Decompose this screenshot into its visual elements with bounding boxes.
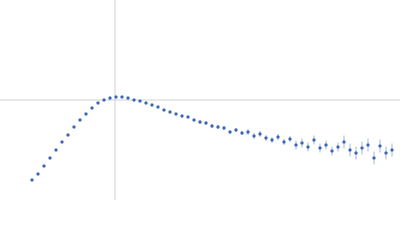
data-point: [90, 106, 94, 110]
data-point: [126, 96, 130, 100]
data-point: [42, 164, 46, 168]
data-point: [114, 95, 118, 99]
data-point: [162, 108, 166, 112]
data-point: [360, 146, 364, 150]
data-point: [306, 145, 310, 149]
data-point: [48, 156, 52, 160]
data-point: [264, 136, 268, 140]
data-point: [270, 138, 274, 142]
page: {"chart_data": {"type": "scatter", "xlim…: [0, 0, 400, 200]
data-point: [318, 146, 322, 150]
data-point: [144, 101, 148, 105]
data-point: [246, 130, 250, 134]
data-point: [294, 143, 298, 147]
data-point: [378, 144, 382, 148]
data-point: [222, 126, 226, 130]
data-point: [66, 133, 70, 137]
data-point: [186, 115, 190, 119]
data-point: [168, 110, 172, 114]
data-point: [300, 141, 304, 145]
chart: [0, 0, 400, 200]
data-point: [330, 149, 334, 153]
data-point: [198, 120, 202, 124]
data-point: [372, 156, 376, 160]
data-point: [96, 101, 100, 105]
data-point: [54, 148, 58, 152]
data-point: [78, 118, 82, 122]
data-point: [252, 134, 256, 138]
data-point: [30, 178, 34, 182]
data-point: [60, 140, 64, 144]
data-point: [204, 121, 208, 125]
data-point: [258, 132, 262, 136]
data-point: [138, 99, 142, 103]
data-point: [180, 114, 184, 118]
data-point: [150, 103, 154, 107]
data-point: [72, 125, 76, 129]
data-point: [102, 98, 106, 102]
data-point: [120, 95, 124, 99]
data-point: [36, 172, 40, 176]
data-point: [282, 140, 286, 144]
data-point: [216, 125, 220, 129]
data-point: [390, 148, 394, 152]
data-point: [348, 148, 352, 152]
data-point: [366, 143, 370, 147]
data-point: [288, 137, 292, 141]
data-point: [192, 118, 196, 122]
data-point: [108, 96, 112, 100]
data-point: [132, 98, 136, 102]
data-point: [342, 140, 346, 144]
data-point: [84, 112, 88, 116]
data-point: [384, 151, 388, 155]
data-point: [312, 138, 316, 142]
data-point: [354, 151, 358, 155]
data-point: [210, 124, 214, 128]
data-point: [240, 131, 244, 135]
data-point: [234, 128, 238, 132]
data-point: [156, 105, 160, 109]
data-point: [228, 130, 232, 134]
data-point: [276, 135, 280, 139]
data-point: [336, 145, 340, 149]
data-point: [324, 143, 328, 147]
data-point: [174, 112, 178, 116]
